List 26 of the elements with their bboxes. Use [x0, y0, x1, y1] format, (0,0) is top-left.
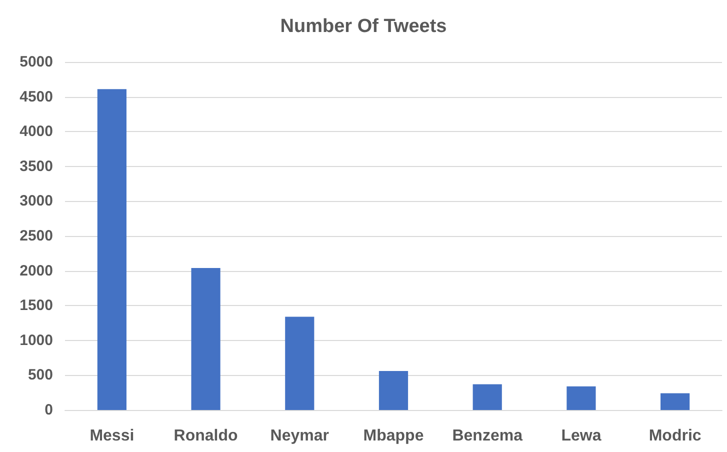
bar	[97, 89, 126, 410]
bar	[191, 268, 220, 410]
bar	[472, 384, 502, 410]
bar	[285, 316, 314, 410]
x-tick-label: Lewa	[561, 428, 602, 444]
x-tick-label: Benzema	[452, 428, 523, 444]
x-tick-label: Messi	[90, 428, 134, 444]
y-tick-label: 1500	[20, 297, 53, 314]
y-tick-label: 500	[28, 366, 53, 384]
x-tick-label: Modric	[648, 428, 702, 444]
bar	[566, 386, 596, 410]
x-tick-label: Mbappe	[363, 428, 424, 444]
y-tick-label: 4500	[20, 88, 53, 106]
y-tick-label: 5000	[20, 54, 53, 70]
chart-title: Number Of Tweets	[280, 16, 447, 37]
bar	[660, 393, 690, 410]
y-tick-label: 2500	[20, 228, 53, 244]
x-tick-label: Neymar	[270, 428, 329, 444]
y-tick-label: 3000	[20, 192, 53, 210]
bar	[378, 371, 408, 410]
y-tick-label: 2000	[20, 262, 53, 280]
x-tick-label: Ronaldo	[174, 428, 238, 444]
y-tick-label: 4000	[20, 123, 53, 140]
y-tick-label: 0	[44, 402, 53, 418]
y-tick-label: 1000	[20, 332, 53, 349]
y-tick-label: 3500	[20, 158, 53, 175]
